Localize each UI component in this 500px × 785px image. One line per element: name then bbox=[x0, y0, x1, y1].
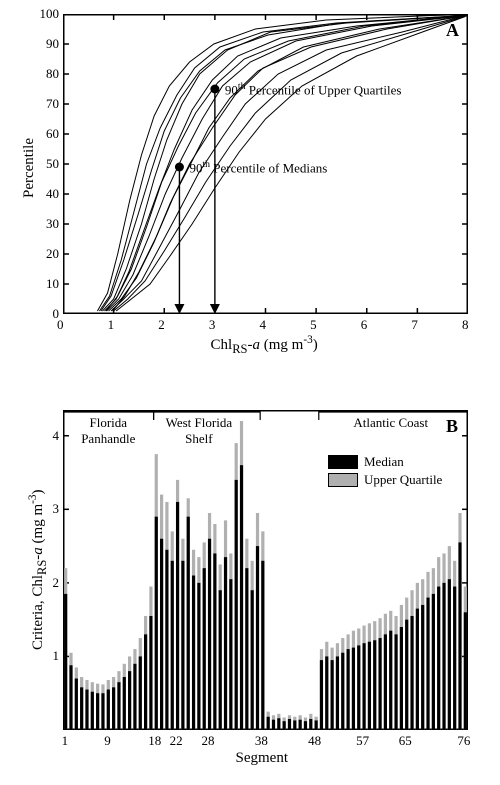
legend-label-median: Median bbox=[364, 454, 404, 470]
panel-a-ytick-label: 10 bbox=[46, 276, 59, 292]
panel-a-ytick-label: 40 bbox=[46, 186, 59, 202]
panel-b-ytick-label: 3 bbox=[53, 501, 60, 517]
panel-a-ytick-label: 20 bbox=[46, 246, 59, 262]
panel-b-xtick-label: 38 bbox=[255, 733, 268, 749]
region-label-west-florida-shelf: West FloridaShelf bbox=[149, 415, 249, 447]
panel-a-xtick-label: 6 bbox=[361, 317, 368, 333]
panel-b-xtick-label: 22 bbox=[170, 733, 183, 749]
panel-b-xtick-label: 1 bbox=[62, 733, 69, 749]
panel-b-xtick-label: 48 bbox=[308, 733, 321, 749]
legend: Median Upper Quartile bbox=[328, 454, 442, 490]
panel-b-xtick-label: 76 bbox=[457, 733, 470, 749]
panel-a-letter: A bbox=[446, 20, 459, 41]
panel-b-xtick-label: 18 bbox=[148, 733, 161, 749]
region-label-atlantic-coast: Atlantic Coast bbox=[341, 415, 441, 431]
panel-a-ytick-label: 70 bbox=[46, 96, 59, 112]
panel-a-ytick-label: 50 bbox=[46, 156, 59, 172]
panel-a-ytick-label: 80 bbox=[46, 66, 59, 82]
panel-a-xlabel: ChlRS-a (mg m-3) bbox=[211, 334, 318, 357]
panel-a-xtick-label: 7 bbox=[411, 317, 418, 333]
annotation-upper-quartiles: 90th Percentile of Upper Quartiles bbox=[225, 81, 402, 98]
panel-a-ytick-label: 30 bbox=[46, 216, 59, 232]
legend-label-upper: Upper Quartile bbox=[364, 472, 442, 488]
legend-item-median: Median bbox=[328, 454, 442, 470]
panel-a-ytick-label: 90 bbox=[46, 36, 59, 52]
legend-swatch-median bbox=[328, 455, 358, 469]
panel-a-ylabel: Percentile bbox=[21, 138, 38, 198]
panel-b-xtick-label: 9 bbox=[104, 733, 111, 749]
panel-a-xtick-label: 1 bbox=[108, 317, 115, 333]
legend-swatch-upper bbox=[328, 473, 358, 487]
legend-item-upper: Upper Quartile bbox=[328, 472, 442, 488]
panel-b-xtick-label: 28 bbox=[202, 733, 215, 749]
panel-a-ytick-label: 60 bbox=[46, 126, 59, 142]
panel-a-xtick-label: 5 bbox=[310, 317, 317, 333]
panel-a-ytick-label: 100 bbox=[40, 6, 60, 22]
panel-a-xtick-label: 8 bbox=[462, 317, 469, 333]
panel-a-xtick-label: 2 bbox=[158, 317, 165, 333]
panel-b-ytick-label: 1 bbox=[53, 648, 60, 664]
panel-b-letter: B bbox=[446, 416, 458, 437]
panel-b-ytick-label: 2 bbox=[53, 575, 60, 591]
figure: A Percentile ChlRS-a (mg m-3) 90th Perce… bbox=[0, 0, 500, 785]
panel-b-xtick-label: 65 bbox=[399, 733, 412, 749]
panel-b-xtick-label: 57 bbox=[356, 733, 369, 749]
panel-a-xtick-label: 3 bbox=[209, 317, 216, 333]
panel-a-ytick-label: 0 bbox=[53, 306, 60, 322]
panel-b-ylabel: Criteria, ChlRS-a (mg m-3) bbox=[27, 489, 50, 650]
panel-b-ytick-label: 4 bbox=[53, 428, 60, 444]
panel-b-xlabel: Segment bbox=[236, 750, 289, 767]
annotation-medians: 90th Percentile of Medians bbox=[189, 159, 327, 176]
region-label-panhandle: FloridaPanhandle bbox=[58, 415, 158, 447]
panel-a-xtick-label: 4 bbox=[260, 317, 267, 333]
